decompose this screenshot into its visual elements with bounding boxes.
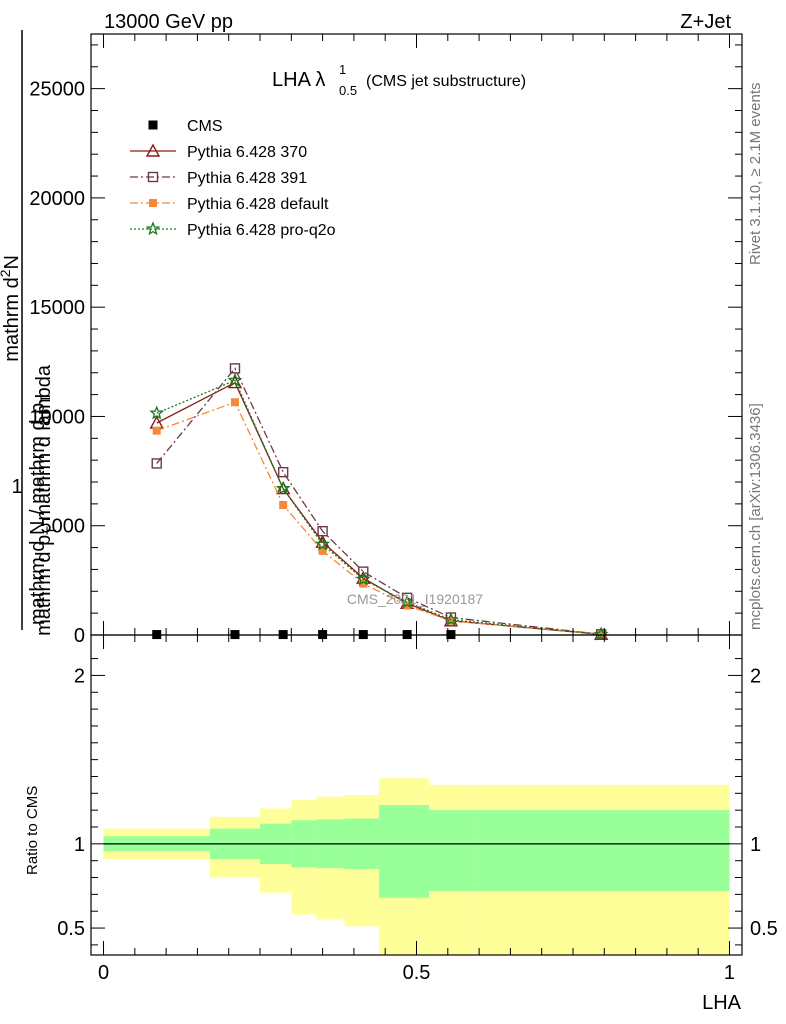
ratio-ytick-label-1: 1 xyxy=(74,834,85,856)
legend-item-2: Pythia 6.428 391 xyxy=(130,170,307,187)
legend-marker-1 xyxy=(145,143,161,157)
svg-text:mathrm d N / mathrm d pT: mathrm d N / mathrm d pT xyxy=(27,394,53,625)
y-axis-label-main: 1 mathrm d N / mathrm d pT mathrm d pT m… xyxy=(0,30,59,636)
svg-text:mathrm d pT mathrm d lambda: mathrm d pT mathrm d lambda xyxy=(33,364,59,636)
legend-label-4: Pythia 6.428 pro-q2o xyxy=(187,222,336,239)
point-4-5 xyxy=(399,594,415,609)
axes: 0 5000 10000 15000 20000 25000 0 0.5 1 0.5 0.5 1 1 2 2 xyxy=(29,33,778,984)
ratio-xtick-label-1: 0.5 xyxy=(403,962,431,984)
point-4-7 xyxy=(593,626,609,641)
point-4-2 xyxy=(275,480,291,495)
series-4 xyxy=(149,372,609,641)
inner-band-6 xyxy=(378,805,430,898)
mcplots-label: mcplots.cern.ch [arXiv:1306.3436] xyxy=(747,403,764,630)
inner-band-7 xyxy=(429,810,473,891)
main-ytick-label-1: 5000 xyxy=(41,516,86,538)
legend-marker-0 xyxy=(148,120,158,130)
rivet-label: Rivet 3.1.10, ≥ 2.1M events xyxy=(747,83,764,266)
ratio-xtick-label-0: 0 xyxy=(98,962,109,984)
main-ytick-label-5: 25000 xyxy=(29,79,85,101)
title-sup: 1 xyxy=(339,62,346,77)
svg-text:1: 1 xyxy=(11,476,22,498)
point-2-0 xyxy=(151,458,162,469)
point-2-2 xyxy=(277,466,289,478)
legend-label-0: CMS xyxy=(187,118,223,135)
point-1-2 xyxy=(275,481,291,495)
main-ytick-label-3: 15000 xyxy=(29,297,85,319)
title-main: LHA λ xyxy=(272,69,325,91)
legend-marker-3 xyxy=(149,199,157,207)
series-line-2 xyxy=(156,367,602,635)
header-left: 13000 GeV pp xyxy=(104,11,233,33)
ratio-ytick-label-r-1: 1 xyxy=(750,834,761,856)
point-3-3 xyxy=(318,546,327,555)
series-line-3 xyxy=(156,401,602,635)
point-3-4 xyxy=(359,579,368,588)
ratio-ytick-label-r-2: 2 xyxy=(750,665,761,687)
legend-item-0: CMS xyxy=(148,118,223,135)
title-sub: 0.5 xyxy=(339,83,357,98)
main-ytick-label-2: 10000 xyxy=(29,406,85,428)
svg-text:LHA λ: LHA λ xyxy=(272,69,325,91)
legend-item-3: Pythia 6.428 default xyxy=(130,196,329,213)
title-suffix: (CMS jet substructure) xyxy=(366,73,526,90)
point-3-1 xyxy=(230,398,239,407)
ratio-ytick-label-0: 0.5 xyxy=(57,918,85,940)
point-3-6 xyxy=(446,616,455,625)
legend-label-1: Pythia 6.428 370 xyxy=(187,144,307,161)
legend-item-1: Pythia 6.428 370 xyxy=(130,143,307,161)
point-4-1 xyxy=(227,372,243,387)
ratio-y-label: Ratio to CMS xyxy=(24,786,41,875)
ratio-xtick-label-2: 1 xyxy=(724,962,735,984)
outer-band-lower-0 xyxy=(429,891,473,955)
legend-marker-4 xyxy=(145,221,161,236)
ratio-ytick-label-2: 2 xyxy=(74,665,85,687)
series-line-1 xyxy=(156,381,602,635)
outer-band-lower-1 xyxy=(472,891,730,955)
point-3-0 xyxy=(152,426,161,435)
plot-title: LHA λ 1 0.5 (CMS jet substructure) xyxy=(272,62,526,98)
point-3-2 xyxy=(279,500,288,509)
point-2-4 xyxy=(358,566,369,577)
series-line-4 xyxy=(156,379,602,635)
ratio-ytick-label-r-0: 0.5 xyxy=(750,918,778,940)
legend-marker-2 xyxy=(147,171,159,183)
header-right: Z+Jet xyxy=(680,11,731,33)
watermark: CMS_2021_I1920187 xyxy=(347,591,483,607)
x-axis-label: LHA xyxy=(702,992,742,1014)
point-4-0 xyxy=(149,405,165,420)
legend-item-4: Pythia 6.428 pro-q2o xyxy=(130,221,336,239)
point-2-3 xyxy=(317,525,328,537)
point-4-3 xyxy=(315,536,331,551)
inner-band-8 xyxy=(472,810,730,891)
main-ytick-label-4: 20000 xyxy=(29,188,85,210)
point-4-6 xyxy=(443,611,459,627)
main-ytick-label-0: 0 xyxy=(74,625,85,647)
legend: CMS Pythia 6.428 370 Pythia 6.428 391 Pythi… xyxy=(130,118,336,239)
legend-label-3: Pythia 6.428 default xyxy=(187,196,329,213)
legend-label-2: Pythia 6.428 391 xyxy=(187,170,307,187)
point-4-4 xyxy=(355,571,371,586)
ratio-bands xyxy=(103,778,730,955)
svg-text:mathrm d2N: mathrm d2N xyxy=(0,255,23,362)
